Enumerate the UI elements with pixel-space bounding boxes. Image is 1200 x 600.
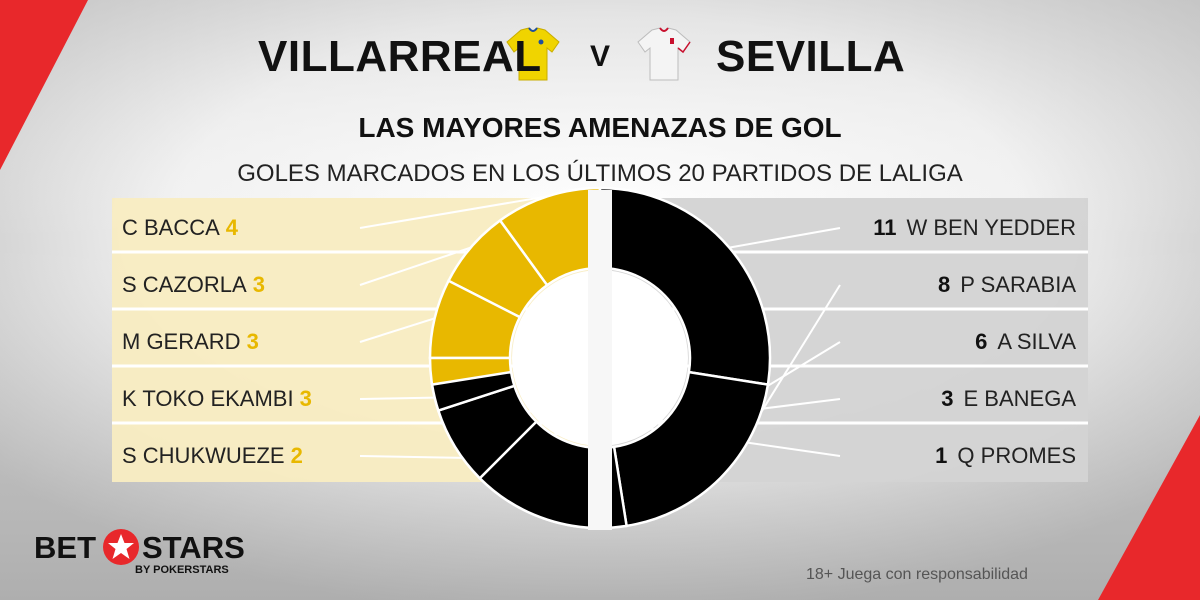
player-goals: 3 [299,386,312,411]
villarreal-shirt-icon [506,27,560,81]
player-name: K TOKO EKAMBI [122,386,294,411]
home-player-row: C BACCA 4 [122,204,238,252]
leader-line [359,317,435,343]
player-goals: 2 [290,443,303,468]
responsible-gambling-disclaimer: 18+ Juega con responsabilidad [806,566,1028,583]
player-name: E BANEGA [963,386,1076,411]
chart-title: LAS MAYORES AMENAZAS DE GOL [358,112,842,143]
star-logo-icon [103,529,139,565]
player-name: M GERARD [122,329,241,354]
player-goals: 8 [937,272,951,297]
logo-stars-text: STARS [142,530,245,565]
player-goals: 3 [941,386,954,411]
away-team-name: SEVILLA [716,32,906,81]
home-player-row: S CAZORLA 3 [122,261,265,309]
player-goals: 3 [252,272,265,297]
player-name: S CAZORLA [122,272,247,297]
chart-subtitle: GOLES MARCADOS EN LOS ÚLTIMOS 20 PARTIDO… [237,160,963,187]
leader-line [729,227,841,249]
player-goals: 4 [225,215,239,240]
away-player-row: 1 Q PROMES [935,432,1076,480]
logo-subtitle: BY POKERSTARS [135,564,229,576]
leader-line [359,246,472,286]
player-name: P SARABIA [960,272,1076,297]
donut-slice [612,370,770,528]
versus-label: V [590,40,611,73]
away-player-row: 11 W BEN YEDDER [873,204,1076,252]
leader-line [359,195,548,229]
player-name: A SILVA [997,329,1076,354]
player-goals: 6 [975,329,988,354]
player-name: W BEN YEDDER [906,215,1076,240]
player-goals: 3 [246,329,259,354]
donut-slice [598,186,772,387]
leader-line [359,396,435,400]
sevilla-shirt-icon [637,27,691,81]
logo-bet-text: BET [34,530,96,565]
player-name: Q PROMES [957,443,1076,468]
leader-line [359,455,463,459]
away-player-row: 8 P SARABIA [938,261,1076,309]
home-player-row: S CHUKWUEZE 2 [122,432,303,480]
player-name: S CHUKWUEZE [122,443,285,468]
home-team-name: VILLARREAL [258,32,542,81]
player-goals: 11 [873,215,897,240]
home-player-row: M GERARD 3 [122,318,259,366]
red-corner-bottom-right [1098,415,1200,600]
player-name: C BACCA [122,215,220,240]
red-corner-top-left [0,0,88,170]
donut-slice [430,370,516,413]
away-player-row: 6 A SILVA [975,318,1076,366]
away-player-row: 3 E BANEGA [941,375,1076,423]
player-goals: 1 [935,443,948,468]
home-player-row: K TOKO EKAMBI 3 [122,375,312,423]
